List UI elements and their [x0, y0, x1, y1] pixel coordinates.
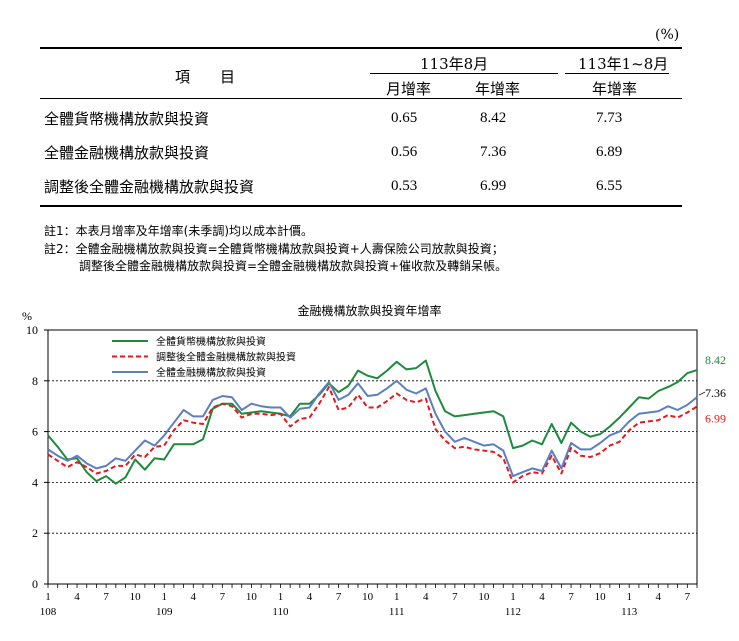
series-line	[47, 386, 698, 484]
row-ytd-value: 6.89	[596, 144, 623, 160]
series-end-label: 8.42	[705, 353, 726, 367]
x-month-label: 7	[336, 591, 342, 603]
group1-header: 113年8月	[420, 55, 489, 73]
group1-underline	[370, 73, 558, 74]
x-month-label: 7	[568, 591, 574, 603]
x-year-label: 110	[272, 606, 289, 618]
x-month-label: 7	[103, 591, 109, 603]
note-2-continued: 調整後全體金融機構放款與投資=全體金融機構放款與投資+催收款及轉銷呆帳。	[79, 259, 508, 273]
row-ytd-value: 6.55	[596, 178, 623, 194]
row-year-value: 7.36	[480, 144, 507, 160]
x-month-label: 1	[394, 591, 400, 603]
x-month-label: 1	[278, 591, 284, 603]
y-tick-label: 2	[32, 526, 38, 540]
x-month-label: 1	[161, 591, 167, 603]
group2-underline	[565, 73, 669, 74]
y-tick-label: 10	[26, 323, 38, 337]
x-month-label: 1	[510, 591, 516, 603]
ytd-rate-header: 年增率	[592, 80, 638, 98]
legend-label: 全體貨幣機構放款與投資	[156, 335, 266, 348]
x-month-label: 1	[626, 591, 632, 603]
series-end-label: 7.36	[705, 386, 726, 400]
x-month-label: 10	[595, 591, 607, 603]
row-month-value: 0.53	[391, 178, 418, 194]
table-header-rule	[40, 98, 682, 99]
x-month-label: 4	[539, 591, 545, 603]
x-month-label: 4	[423, 591, 429, 603]
series-line	[47, 379, 698, 478]
plot-frame	[47, 329, 698, 585]
unit-label: (%)	[655, 27, 680, 43]
x-month-label: 10	[362, 591, 374, 603]
row-year-value: 8.42	[480, 110, 507, 126]
x-year-label: 111	[389, 606, 405, 618]
series-end-label: 6.99	[705, 411, 726, 425]
x-month-label: 7	[220, 591, 226, 603]
y-axis-unit: %	[22, 309, 32, 323]
note-2: 註2：全體金融機構放款與投資=全體貨幣機構放款與投資+人壽保險公司放款與投資；	[44, 242, 504, 256]
chart-title: 金融機構放款與投資年增率	[297, 304, 442, 318]
row-month-value: 0.65	[391, 110, 418, 126]
table-bottom-rule	[40, 205, 682, 207]
x-month-label: 7	[685, 591, 691, 603]
year-rate-header: 年增率	[475, 80, 521, 98]
row-month-value: 0.56	[391, 144, 418, 160]
y-tick-label: 6	[32, 425, 38, 439]
x-month-label: 7	[452, 591, 458, 603]
x-year-label: 113	[621, 606, 638, 618]
row-ytd-value: 7.73	[596, 110, 623, 126]
series-line	[47, 359, 698, 485]
row-label: 調整後全體金融機構放款與投資	[44, 178, 255, 196]
x-month-label: 10	[478, 591, 490, 603]
row-year-value: 6.99	[480, 178, 507, 194]
y-tick-label: 8	[32, 374, 38, 388]
legend-label: 調整後全體金融機構放款與投資	[156, 351, 296, 364]
item-column-header: 項 目	[175, 68, 236, 86]
note-1: 註1：本表月增率及年增率(未季調)均以成本計價。	[44, 224, 313, 238]
x-month-label: 4	[74, 591, 80, 603]
x-month-label: 4	[656, 591, 662, 603]
legend-label: 全體金融機構放款與投資	[156, 366, 266, 379]
y-tick-label: 0	[32, 577, 38, 591]
x-month-label: 4	[191, 591, 197, 603]
x-year-label: 112	[505, 606, 521, 618]
table-top-rule	[40, 47, 682, 49]
x-month-label: 10	[130, 591, 142, 603]
month-rate-header: 月增率	[386, 80, 432, 98]
row-label: 全體貨幣機構放款與投資	[44, 110, 210, 128]
x-year-label: 108	[40, 606, 57, 618]
x-month-label: 1	[45, 591, 51, 603]
end-label-leader	[698, 391, 706, 396]
x-year-label: 109	[156, 606, 173, 618]
x-month-label: 4	[307, 591, 313, 603]
row-label: 全體金融機構放款與投資	[44, 144, 210, 162]
group2-header: 113年1~8月	[578, 55, 669, 73]
x-month-label: 10	[246, 591, 258, 603]
y-tick-label: 4	[32, 475, 38, 489]
